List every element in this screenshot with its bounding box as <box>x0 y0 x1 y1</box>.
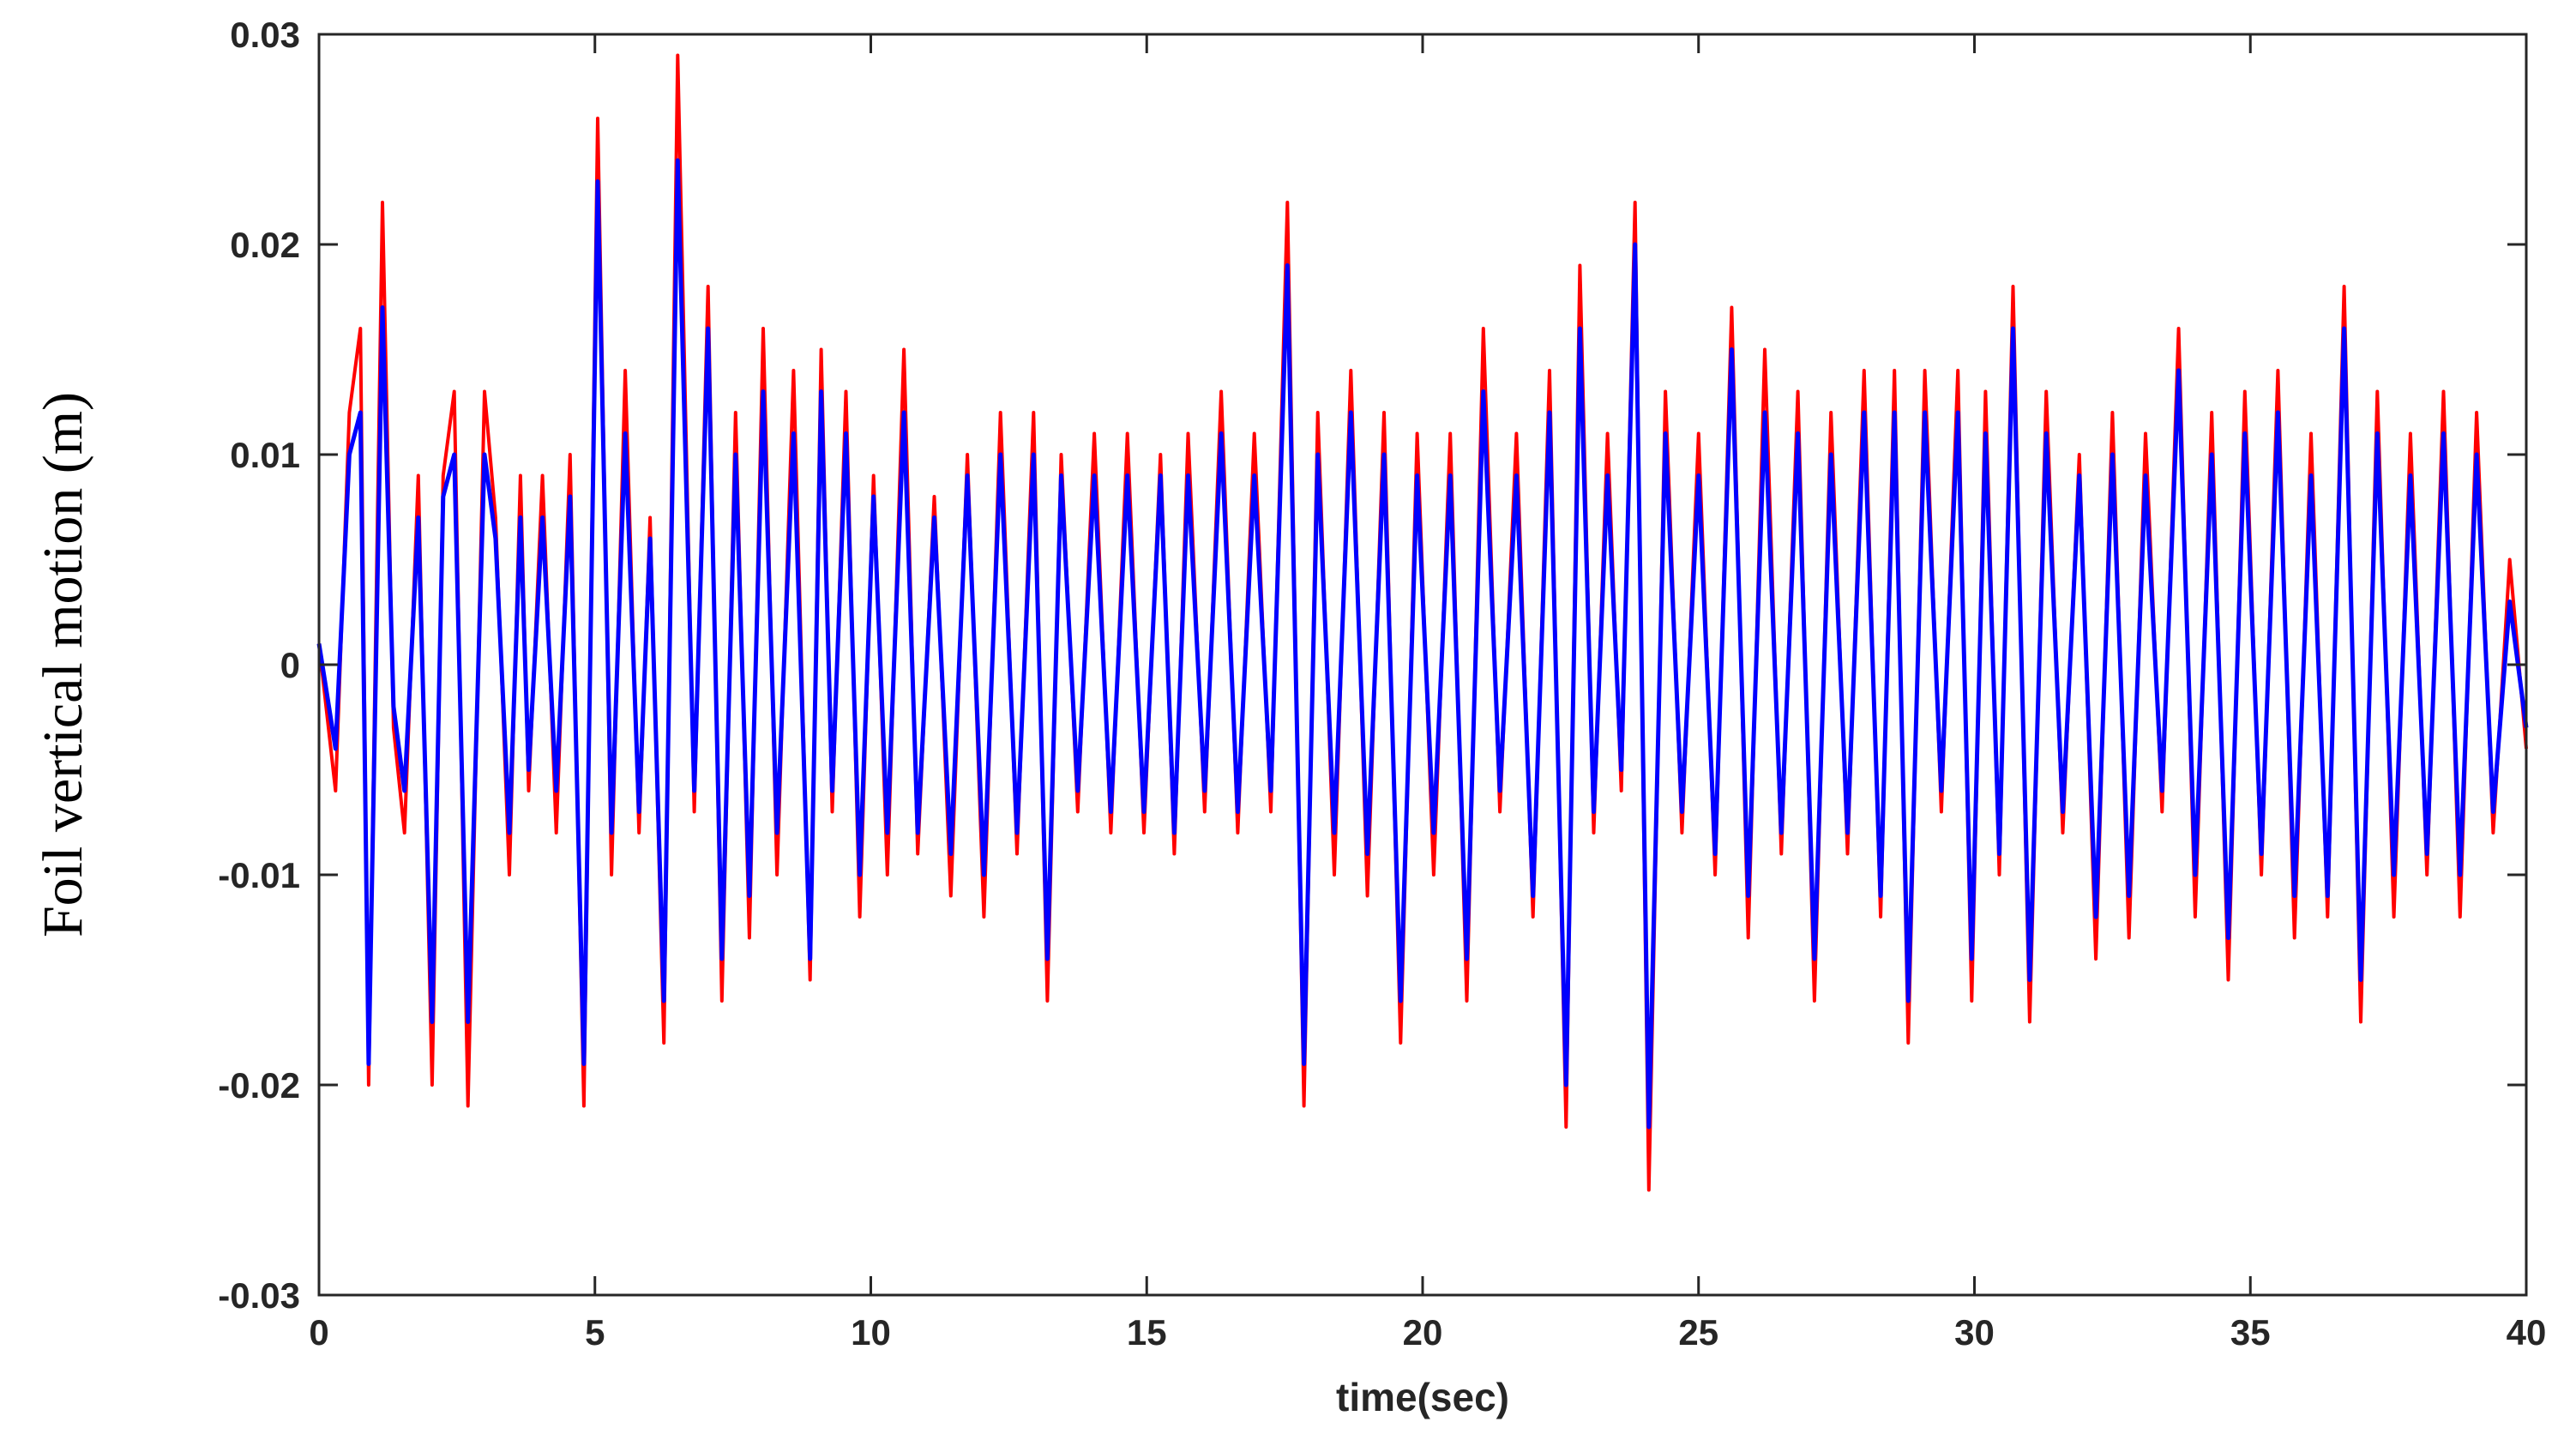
y-tick-label: -0.03 <box>218 1275 300 1316</box>
x-axis-title: time(sec) <box>1336 1375 1509 1419</box>
x-tick-label: 10 <box>851 1312 891 1353</box>
series-line-2 <box>316 158 2529 1130</box>
y-axis-title: Foil vertical motion (m) <box>32 392 94 937</box>
y-tick-label: 0.02 <box>230 225 300 265</box>
x-tick-label: 30 <box>1954 1312 1995 1353</box>
x-tick-label: 0 <box>309 1312 328 1353</box>
y-tick-label: 0.01 <box>230 435 300 475</box>
y-tick-label: -0.02 <box>218 1065 300 1106</box>
x-tick-label: 35 <box>2230 1312 2271 1353</box>
x-axis: 0 5 10 15 20 25 30 35 40 <box>309 34 2546 1353</box>
plot-area <box>319 34 2526 1295</box>
x-tick-label: 40 <box>2507 1312 2547 1353</box>
x-tick-label: 5 <box>585 1312 605 1353</box>
y-tick-label: -0.01 <box>218 855 300 895</box>
y-tick-label: 0 <box>280 645 300 685</box>
x-tick-label: 25 <box>1678 1312 1718 1353</box>
series-lines <box>316 53 2529 1192</box>
y-tick-label: 0.03 <box>230 15 300 55</box>
x-tick-label: 15 <box>1127 1312 1167 1353</box>
x-tick-label: 20 <box>1403 1312 1443 1353</box>
y-axis: -0.03 -0.02 -0.01 0 0.01 0.02 0.03 <box>218 15 2526 1316</box>
